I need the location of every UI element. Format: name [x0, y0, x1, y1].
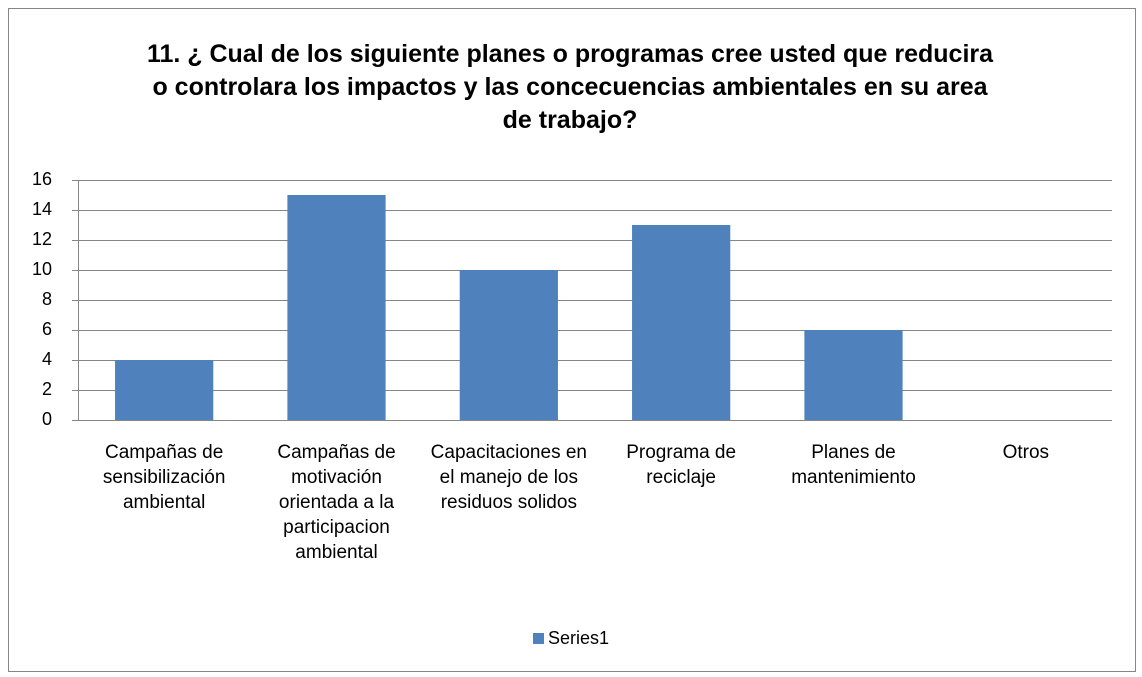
bar [287, 195, 386, 420]
x-tick-label: Planes de mantenimiento [791, 442, 916, 488]
x-tick-label: Capacitaciones en el manejo de los resid… [430, 442, 587, 513]
y-tick-label: 14 [32, 199, 52, 219]
bar [115, 360, 214, 420]
legend: Series1 [0, 628, 1142, 649]
x-tick-label: Campañas de sensibilización ambiental [102, 442, 226, 513]
y-tick-label: 2 [42, 379, 52, 399]
y-tick-label: 16 [32, 169, 52, 189]
legend-swatch [532, 633, 544, 644]
x-tick-label: Programa de reciclaje [626, 442, 737, 488]
bar [804, 330, 903, 420]
y-tick-label: 4 [42, 349, 52, 369]
bar [459, 270, 558, 420]
x-tick-label: Campañas de motivación orientada a la pa… [277, 442, 396, 563]
y-tick-label: 10 [32, 259, 52, 279]
y-tick-label: 6 [42, 319, 52, 339]
legend-label: Series1 [547, 628, 610, 648]
x-tick-label: Otros [1002, 442, 1050, 463]
chart-title: 11. ¿ Cual de los siguiente planes o pro… [146, 40, 994, 134]
chart-frame [8, 8, 1136, 672]
y-tick-label: 0 [42, 409, 52, 429]
y-tick-label: 8 [42, 289, 52, 309]
bar [632, 225, 731, 420]
y-tick-label: 12 [32, 229, 52, 249]
